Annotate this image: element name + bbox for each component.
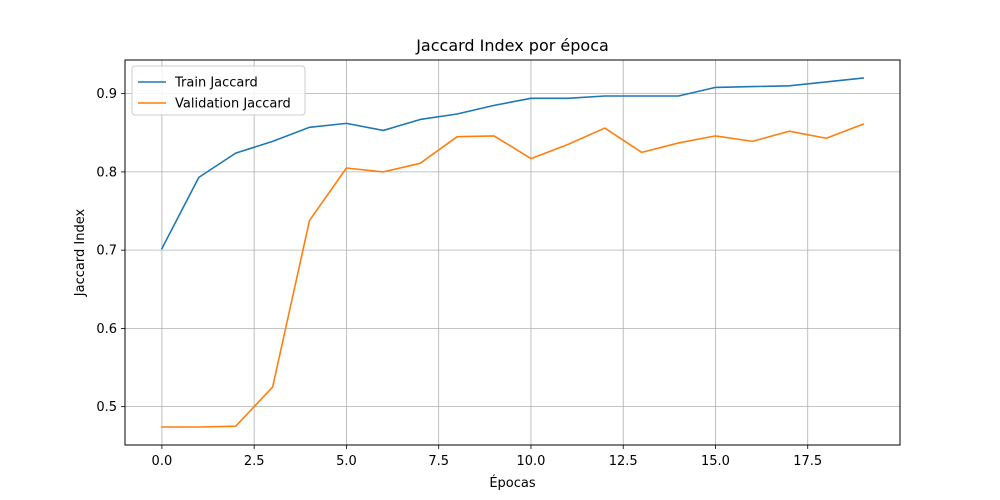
y-tick-label: 0.9 (96, 87, 117, 102)
series-line-validation (161, 123, 865, 428)
chart-title: Jaccard Index por época (415, 36, 609, 55)
x-tick-label: 17.5 (793, 454, 822, 469)
x-tick-label: 2.5 (244, 454, 265, 469)
legend: Train Jaccard Validation Jaccard (131, 65, 306, 116)
x-tick-label: 5.0 (336, 454, 357, 469)
legend-label-train: Train Jaccard (174, 76, 258, 91)
y-tick-label: 0.8 (96, 165, 117, 180)
series-line-train (160, 77, 864, 250)
y-tick-label: 0.5 (96, 400, 117, 415)
y-tick-label: 0.7 (96, 244, 117, 259)
x-axis-title: Épocas (489, 475, 536, 491)
y-axis-title: Jaccard Index (73, 209, 88, 298)
x-tick-label: 7.5 (428, 454, 449, 469)
y-axis-ticks: 0.5 0.6 0.7 0.8 0.9 (96, 87, 125, 415)
x-tick-label: 15.0 (701, 454, 730, 469)
legend-box (131, 65, 306, 116)
x-tick-label: 10.0 (516, 454, 545, 469)
x-tick-label: 0.0 (152, 454, 173, 469)
series-lines (160, 77, 865, 428)
x-axis-ticks: 0.0 2.5 5.0 7.5 10.0 12.5 15.0 17.5 (152, 445, 822, 469)
y-tick-label: 0.6 (96, 322, 117, 337)
plot-frame (124, 59, 901, 446)
legend-label-validation: Validation Jaccard (175, 97, 291, 112)
x-tick-label: 12.5 (609, 454, 638, 469)
